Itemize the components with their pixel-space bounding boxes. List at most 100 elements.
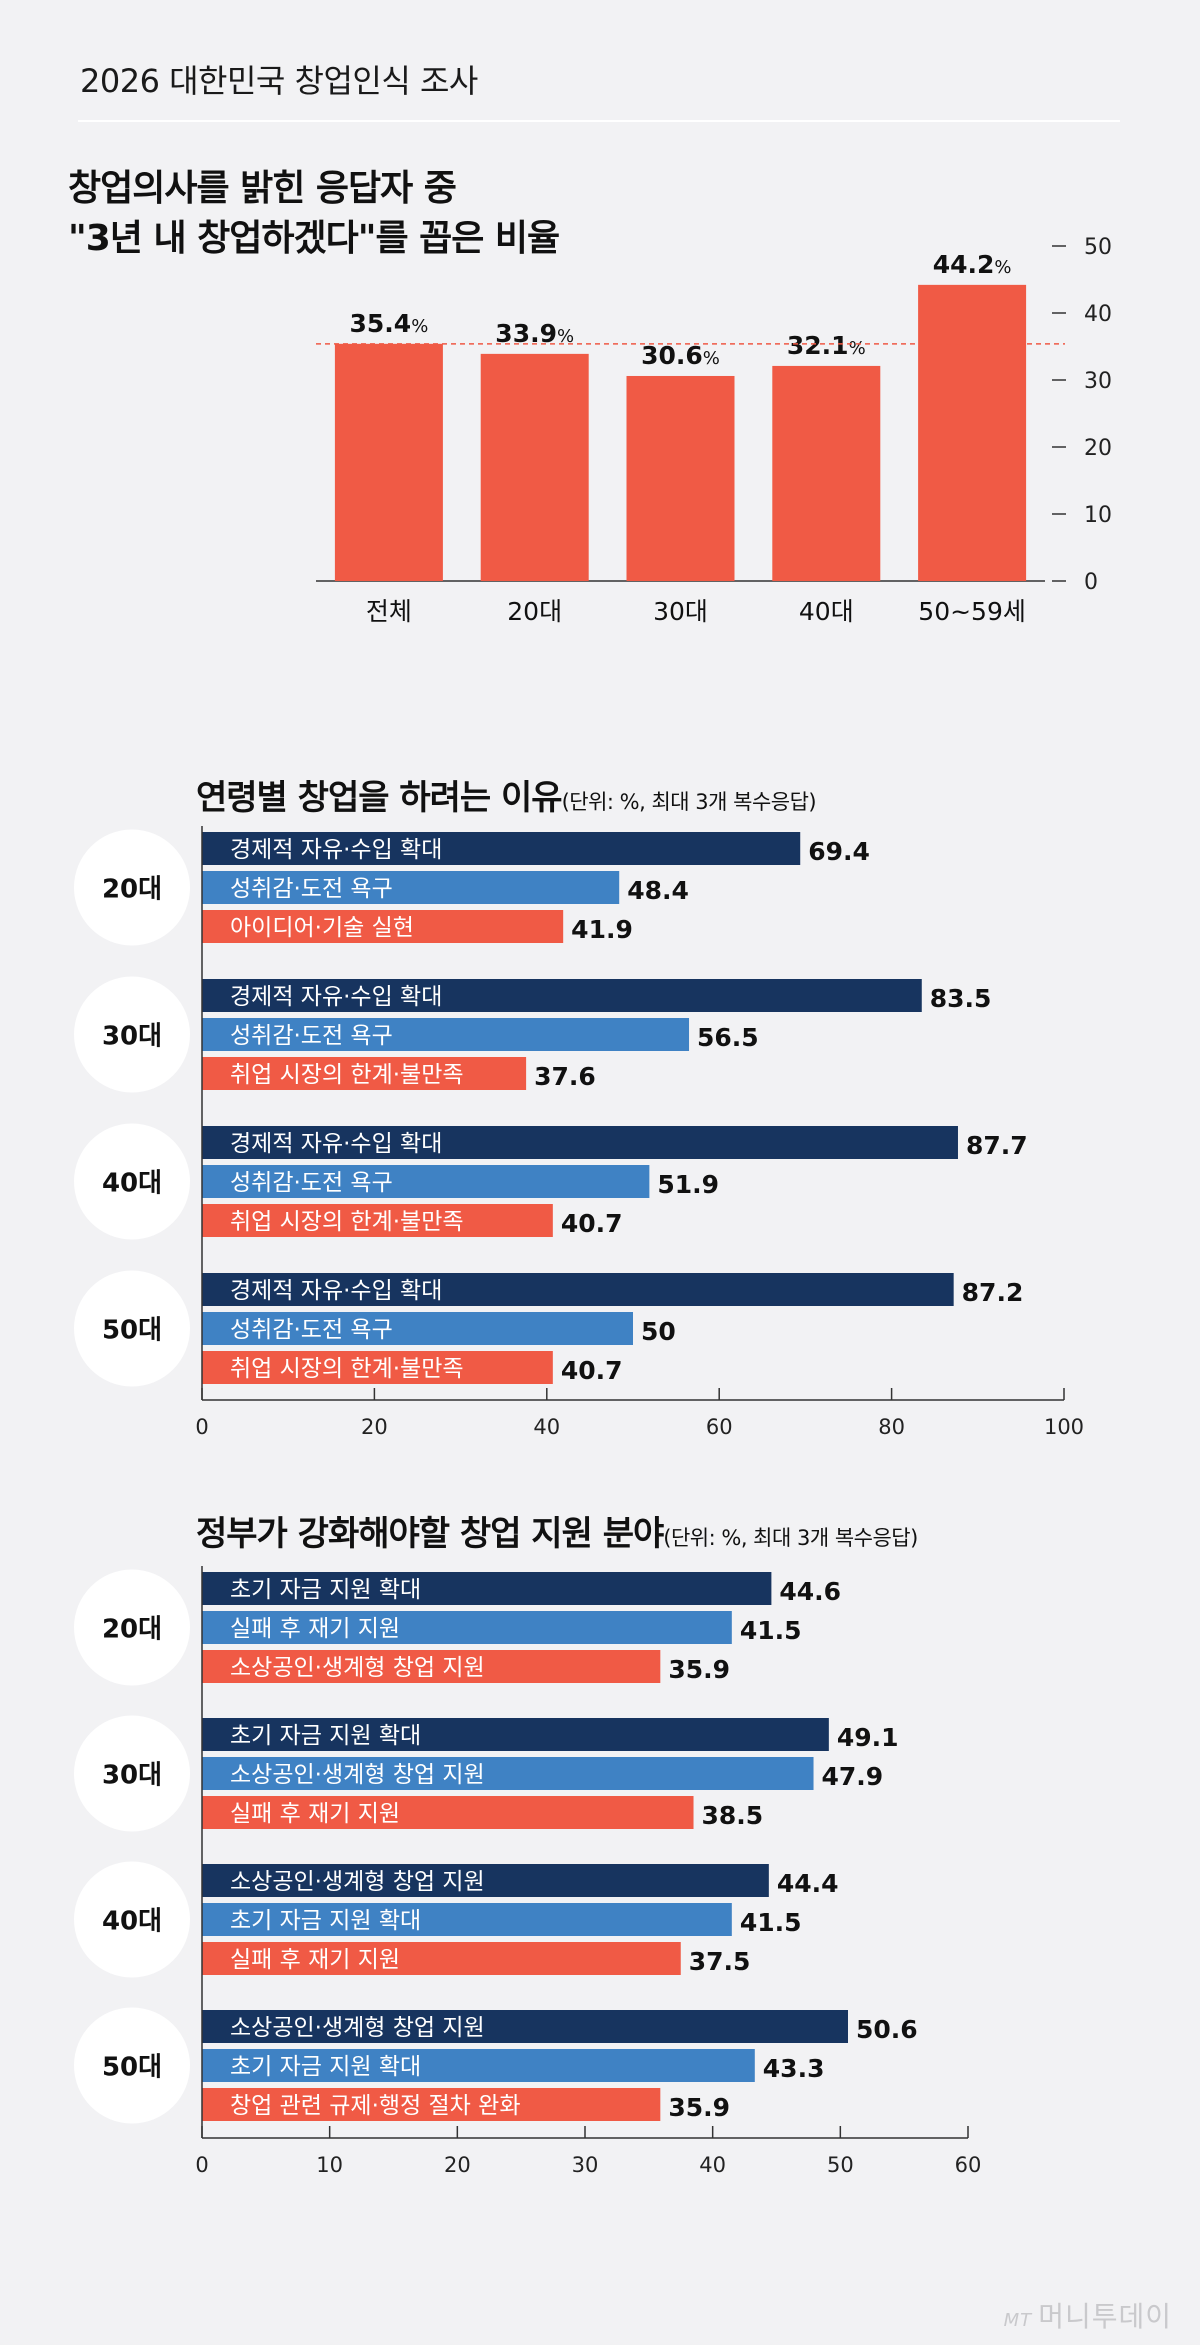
chart3-value-label: 41.5 bbox=[740, 1908, 802, 1937]
chart3-bar-label: 소상공인·생계형 창업 지원 bbox=[230, 1762, 485, 1788]
chart2-xtick-label: 20 bbox=[361, 1415, 388, 1439]
chart2-bar bbox=[202, 832, 801, 865]
chart1-ytick-label: 20 bbox=[1084, 436, 1112, 461]
chart1-category-label: 50~59세 bbox=[918, 597, 1026, 626]
chart1-value-suffix: % bbox=[849, 338, 866, 359]
chart1-ytick-label: 0 bbox=[1084, 570, 1098, 595]
chart2-value-label: 41.9 bbox=[571, 915, 633, 944]
chart3-bar-label: 초기 자금 지원 확대 bbox=[230, 1908, 421, 1934]
chart2-bar-label: 경제적 자유·수입 확대 bbox=[230, 1278, 442, 1304]
chart2-xtick-label: 40 bbox=[533, 1415, 560, 1439]
chart3-title: 정부가 강화해야할 창업 지원 분야(단위: %, 최대 3개 복수응답) bbox=[196, 1506, 918, 1555]
chart3-xtick-label: 0 bbox=[195, 2153, 208, 2177]
chart1-bar bbox=[772, 365, 881, 581]
chart3-value-label: 41.5 bbox=[740, 1616, 802, 1645]
chart2-value-label: 87.7 bbox=[966, 1131, 1028, 1160]
chart2-group-circle bbox=[74, 1270, 190, 1387]
chart2-group-label: 20대 bbox=[102, 875, 162, 905]
chart1-category-label: 30대 bbox=[653, 597, 708, 626]
header-divider bbox=[78, 120, 1120, 122]
chart2-value-label: 50 bbox=[641, 1317, 676, 1346]
chart2-value-label: 37.6 bbox=[534, 1062, 596, 1091]
chart3-bar bbox=[202, 1718, 829, 1751]
chart1-value-label: 30.6% bbox=[641, 341, 720, 370]
chart1-value-number: 33.9 bbox=[495, 319, 557, 348]
chart2-xtick-label: 0 bbox=[195, 1415, 208, 1439]
chart3-bar bbox=[202, 1796, 694, 1829]
chart2-bar bbox=[202, 1057, 527, 1090]
chart1-ytick-label: 50 bbox=[1084, 235, 1112, 260]
chart3-group-circle bbox=[74, 2007, 190, 2124]
chart1-category-label: 전체 bbox=[366, 597, 412, 626]
chart3-value-label: 35.9 bbox=[668, 2093, 730, 2122]
chart3-bar-label: 실패 후 재기 지원 bbox=[230, 1801, 400, 1827]
chart2-group-label: 30대 bbox=[102, 1022, 162, 1052]
chart2-bar-label: 경제적 자유·수입 확대 bbox=[230, 984, 442, 1010]
chart1-title-line-2: "3년 내 창업하겠다"를 꼽은 비율 bbox=[68, 218, 560, 259]
chart3-value-label: 37.5 bbox=[689, 1947, 751, 1976]
chart1-bar bbox=[918, 284, 1027, 581]
chart2-unit-note: (단위: %, 최대 3개 복수응답) bbox=[561, 790, 817, 814]
chart3-bar-label: 창업 관련 규제·행정 절차 완화 bbox=[230, 2093, 520, 2119]
chart2-title-text: 연령별 창업을 하려는 이유 bbox=[196, 778, 563, 818]
chart3-bar bbox=[202, 1572, 772, 1605]
chart2-value-label: 56.5 bbox=[697, 1023, 759, 1052]
chart1-category-label: 40대 bbox=[799, 597, 854, 626]
chart3-bar bbox=[202, 1864, 769, 1897]
chart2-value-label: 40.7 bbox=[561, 1209, 623, 1238]
chart3-bar bbox=[202, 2088, 661, 2121]
chart2-bar bbox=[202, 1126, 958, 1159]
chart3-bar bbox=[202, 1650, 661, 1683]
chart3-group-circle bbox=[74, 1569, 190, 1686]
chart1-ytick-label: 40 bbox=[1084, 302, 1112, 327]
chart2-bar-label: 취업 시장의 한계·불만족 bbox=[230, 1062, 464, 1088]
chart3-value-label: 44.6 bbox=[779, 1577, 841, 1606]
chart3-group-circle bbox=[74, 1861, 190, 1978]
chart2-group-circle bbox=[74, 829, 190, 946]
chart3-bar-label: 실패 후 재기 지원 bbox=[230, 1616, 400, 1642]
chart3-bar bbox=[202, 1611, 732, 1644]
chart3-xtick-label: 60 bbox=[955, 2153, 982, 2177]
chart2-bar bbox=[202, 1018, 690, 1051]
chart1-value-label: 44.2% bbox=[933, 250, 1012, 279]
chart2-bar-label: 아이디어·기술 실현 bbox=[230, 915, 414, 941]
chart1-title-line-1: 창업의사를 밝힌 응답자 중 bbox=[68, 168, 457, 209]
chart2-value-label: 51.9 bbox=[657, 1170, 719, 1199]
chart1-value-suffix: % bbox=[703, 348, 720, 369]
chart3-unit-note: (단위: %, 최대 3개 복수응답) bbox=[663, 1526, 918, 1550]
chart2-value-label: 83.5 bbox=[930, 984, 992, 1013]
chart3-bar bbox=[202, 1757, 814, 1790]
chart2-xtick-label: 80 bbox=[878, 1415, 905, 1439]
chart3-value-label: 43.3 bbox=[763, 2054, 825, 2083]
chart2-group-circle bbox=[74, 976, 190, 1093]
watermark: MT 머니투데이 bbox=[1004, 2295, 1172, 2335]
chart2-bar bbox=[202, 871, 620, 904]
chart1-ytick-label: 10 bbox=[1084, 503, 1112, 528]
chart3-bar bbox=[202, 2049, 755, 2082]
chart3-bar bbox=[202, 1942, 681, 1975]
chart1-value-number: 32.1 bbox=[787, 331, 849, 360]
chart1-bar bbox=[626, 375, 735, 581]
chart1-value-label: 35.4% bbox=[350, 309, 429, 338]
chart3-bar-label: 초기 자금 지원 확대 bbox=[230, 1577, 421, 1603]
chart2-bar-label: 성취감·도전 욕구 bbox=[230, 876, 393, 902]
chart3-bar-label: 초기 자금 지원 확대 bbox=[230, 2054, 421, 2080]
chart2-value-label: 87.2 bbox=[962, 1278, 1024, 1307]
chart1-value-label: 33.9% bbox=[495, 319, 574, 348]
chart3-group-label: 30대 bbox=[102, 1761, 162, 1791]
chart2-group-label: 50대 bbox=[102, 1316, 162, 1346]
chart3-bar bbox=[202, 2010, 848, 2043]
chart3-group-label: 20대 bbox=[102, 1615, 162, 1645]
chart2-bar bbox=[202, 1312, 633, 1345]
chart3-xtick-label: 50 bbox=[827, 2153, 854, 2177]
chart2-value-label: 40.7 bbox=[561, 1356, 623, 1385]
chart2-bar bbox=[202, 1351, 553, 1384]
chart2-bar-label: 경제적 자유·수입 확대 bbox=[230, 837, 442, 863]
chart3-value-label: 35.9 bbox=[668, 1655, 730, 1684]
chart2-bar-label: 성취감·도전 욕구 bbox=[230, 1317, 393, 1343]
chart3-value-label: 44.4 bbox=[777, 1869, 839, 1898]
chart3-xtick-label: 30 bbox=[572, 2153, 599, 2177]
chart1-value-number: 30.6 bbox=[641, 341, 703, 370]
chart3-group-circle bbox=[74, 1715, 190, 1832]
